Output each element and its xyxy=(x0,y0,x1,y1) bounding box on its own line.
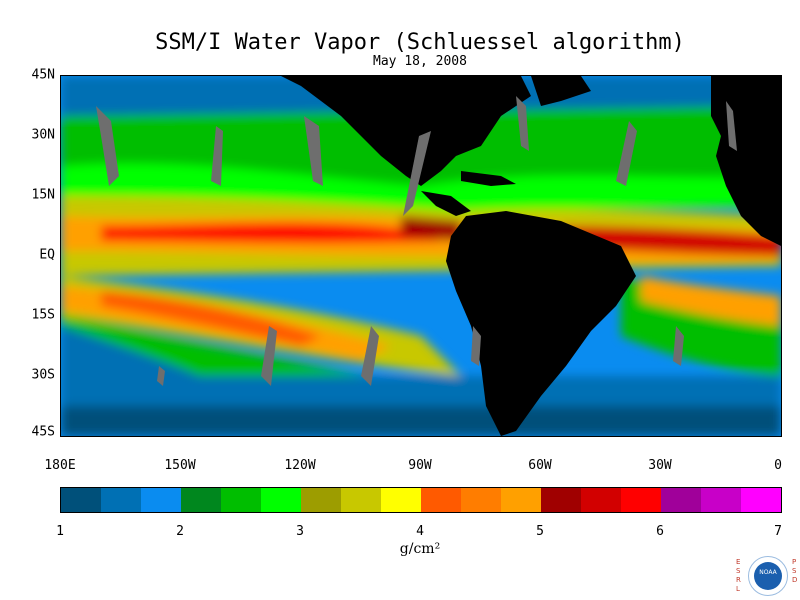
colorbar-segment xyxy=(581,488,621,512)
lon-label-150w: 150W xyxy=(164,458,196,473)
lon-label-120w: 120W xyxy=(284,458,316,473)
north-america xyxy=(281,76,531,186)
landmasses xyxy=(281,76,781,436)
colorbar-segment xyxy=(501,488,541,512)
colorbar-tick-7: 7 xyxy=(774,524,782,539)
colorbar xyxy=(60,487,782,513)
colorbar-segment xyxy=(701,488,741,512)
lon-label-60w: 60W xyxy=(528,458,552,473)
north-america-east xyxy=(531,76,591,106)
colorbar-segment xyxy=(621,488,661,512)
lat-label-15s: 15S xyxy=(31,307,55,323)
lat-label-45n: 45N xyxy=(31,67,55,83)
colorbar-segment xyxy=(101,488,141,512)
water-vapor-map xyxy=(60,75,782,437)
colorbar-segment xyxy=(221,488,261,512)
colorbar-tick-4: 4 xyxy=(416,524,424,539)
noaa-emblem-icon: NOAA xyxy=(748,556,788,596)
colorbar-tick-6: 6 xyxy=(656,524,664,539)
colorbar-segment xyxy=(261,488,301,512)
colorbar-tick-3: 3 xyxy=(296,524,304,539)
colorbar-segment xyxy=(141,488,181,512)
colorbar-segment xyxy=(341,488,381,512)
map-title: SSM/I Water Vapor (Schluessel algorithm) xyxy=(155,30,685,55)
lat-label-15n: 15N xyxy=(31,187,55,203)
caribbean-islands xyxy=(461,171,516,186)
colorbar-segment xyxy=(301,488,341,512)
lat-label-30n: 30N xyxy=(31,127,55,143)
colorbar-segment xyxy=(661,488,701,512)
lon-label-0: 0 xyxy=(774,458,782,473)
lat-label-45s: 45S xyxy=(31,424,55,440)
lon-label-30w: 30W xyxy=(648,458,672,473)
colorbar-segment xyxy=(421,488,461,512)
noaa-emblem-text: NOAA xyxy=(759,569,777,576)
colorbar-segment xyxy=(181,488,221,512)
lon-label-180e: 180E xyxy=(44,458,76,473)
south-america xyxy=(446,211,636,436)
colorbar-tick-5: 5 xyxy=(536,524,544,539)
lon-label-90w: 90W xyxy=(408,458,432,473)
central-america xyxy=(421,191,471,216)
colorbar-segment xyxy=(61,488,101,512)
colorbar-segment xyxy=(741,488,781,512)
data-gaps xyxy=(96,96,737,386)
map-date: May 18, 2008 xyxy=(373,54,467,69)
colorbar-segment xyxy=(381,488,421,512)
colorbar-unit: g/cm² xyxy=(399,541,441,557)
lat-label-eq: EQ xyxy=(39,247,55,263)
colorbar-segment xyxy=(541,488,581,512)
colorbar-segment xyxy=(461,488,501,512)
colorbar-tick-2: 2 xyxy=(176,524,184,539)
lat-label-30s: 30S xyxy=(31,367,55,383)
water-vapor-field xyxy=(61,76,781,436)
colorbar-tick-1: 1 xyxy=(56,524,64,539)
